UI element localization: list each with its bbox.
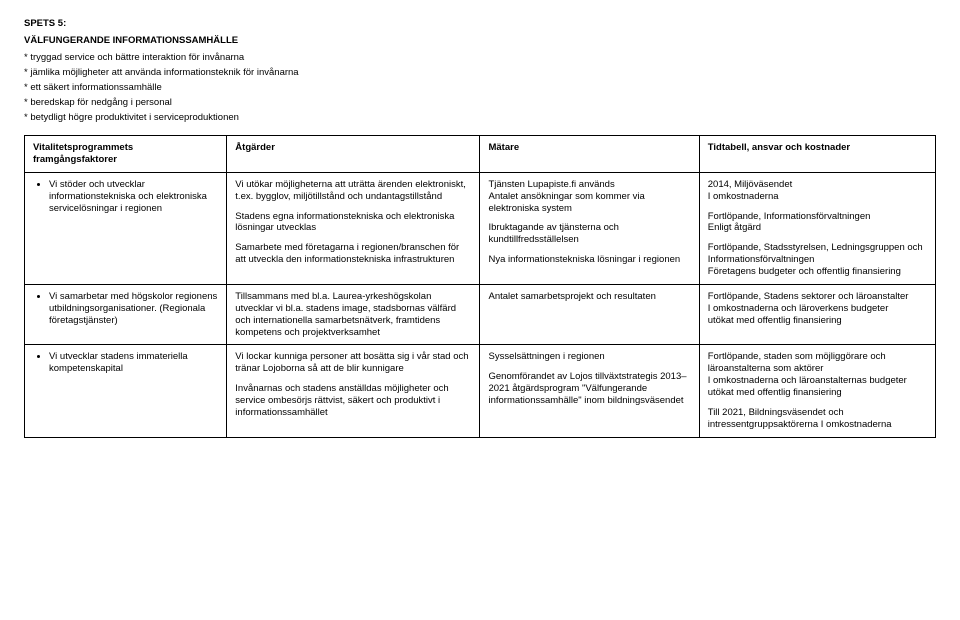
main-table: Vitalitetsprogrammets framgångsfaktorer … (24, 135, 936, 438)
timeline-text: 2014, MiljöväsendetI omkostnaderna (708, 179, 927, 203)
action-text: Invånarnas och stadens anställdas möjlig… (235, 383, 471, 419)
cell-timeline: 2014, MiljöväsendetI omkostnaderna Fortl… (699, 172, 935, 284)
table-row: Vi samarbetar med högskolor regionens ut… (25, 284, 936, 345)
intro-bullets: * tryggad service och bättre interaktion… (24, 52, 936, 123)
factor-item: Vi utvecklar stadens immateriella kompet… (49, 351, 218, 375)
measure-text: Genomförandet av Lojos tillväxtstrategis… (488, 371, 690, 407)
measure-text: Antalet samarbetsprojekt och resultaten (488, 291, 690, 303)
timeline-text: Fortlöpande, Stadsstyrelsen, Ledningsgru… (708, 242, 927, 278)
timeline-text: Fortlöpande, InformationsförvaltningenEn… (708, 211, 927, 235)
intro-bullet: * tryggad service och bättre interaktion… (24, 52, 936, 63)
timeline-text: Fortlöpande, staden som möjliggörare och… (708, 351, 927, 399)
cell-actions: Vi utökar möjligheterna att uträtta ären… (227, 172, 480, 284)
measure-text: Nya informationstekniska lösningar i reg… (488, 254, 690, 266)
intro-bullet: * beredskap för nedgång i personal (24, 97, 936, 108)
header-timeline: Tidtabell, ansvar och kostnader (699, 136, 935, 173)
cell-factor: Vi samarbetar med högskolor regionens ut… (25, 284, 227, 345)
measure-text: Sysselsättningen i regionen (488, 351, 690, 363)
factor-item: Vi samarbetar med högskolor regionens ut… (49, 291, 218, 327)
measure-text: Ibruktagande av tjänsterna och kundtillf… (488, 222, 690, 246)
cell-measures: Antalet samarbetsprojekt och resultaten (480, 284, 699, 345)
factor-item: Vi stöder och utvecklar informationstekn… (49, 179, 218, 215)
action-text: Samarbete med företagarna i regionen/bra… (235, 242, 471, 266)
action-text: Vi utökar möjligheterna att uträtta ären… (235, 179, 471, 203)
header-factors-line2: framgångsfaktorer (33, 154, 117, 165)
spets-label: SPETS 5: (24, 18, 936, 29)
cell-timeline: Fortlöpande, staden som möjliggörare och… (699, 345, 935, 437)
cell-timeline: Fortlöpande, Stadens sektorer och läroan… (699, 284, 935, 345)
action-text: Tillsammans med bl.a. Laurea-yrkeshögsko… (235, 291, 471, 339)
cell-actions: Vi lockar kunniga personer att bosätta s… (227, 345, 480, 437)
timeline-text: Till 2021, Bildningsväsendet och intress… (708, 407, 927, 431)
timeline-text: Fortlöpande, Stadens sektorer och läroan… (708, 291, 927, 327)
cell-measures: Tjänsten Lupapiste.fi användsAntalet ans… (480, 172, 699, 284)
cell-factor: Vi stöder och utvecklar informationstekn… (25, 172, 227, 284)
page-title: VÄLFUNGERANDE INFORMATIONSSAMHÄLLE (24, 35, 936, 46)
table-header-row: Vitalitetsprogrammets framgångsfaktorer … (25, 136, 936, 173)
cell-factor: Vi utvecklar stadens immateriella kompet… (25, 345, 227, 437)
header-actions: Åtgärder (227, 136, 480, 173)
intro-bullet: * betydligt högre produktivitet i servic… (24, 112, 936, 123)
action-text: Vi lockar kunniga personer att bosätta s… (235, 351, 471, 375)
header-factors: Vitalitetsprogrammets framgångsfaktorer (25, 136, 227, 173)
measure-text: Tjänsten Lupapiste.fi användsAntalet ans… (488, 179, 690, 215)
cell-measures: Sysselsättningen i regionen Genomförande… (480, 345, 699, 437)
intro-bullet: * ett säkert informationssamhälle (24, 82, 936, 93)
header-factors-line1: Vitalitetsprogrammets (33, 142, 133, 153)
intro-bullet: * jämlika möjligheter att använda inform… (24, 67, 936, 78)
table-row: Vi utvecklar stadens immateriella kompet… (25, 345, 936, 437)
cell-actions: Tillsammans med bl.a. Laurea-yrkeshögsko… (227, 284, 480, 345)
action-text: Stadens egna informationstekniska och el… (235, 211, 471, 235)
header-measures: Mätare (480, 136, 699, 173)
table-row: Vi stöder och utvecklar informationstekn… (25, 172, 936, 284)
